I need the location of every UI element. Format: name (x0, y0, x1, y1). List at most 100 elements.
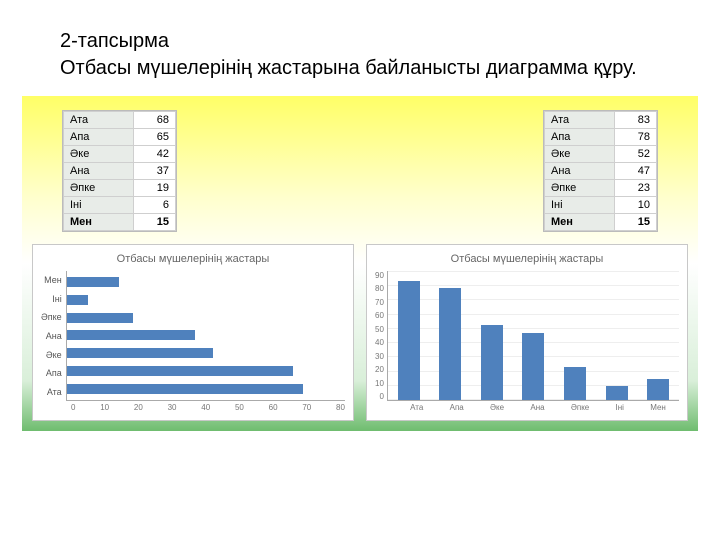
table-cell-value: 42 (134, 146, 176, 163)
hbar-x-tick: 30 (168, 403, 177, 412)
table-row: Әке42 (64, 146, 176, 163)
hbar-x-tick: 50 (235, 403, 244, 412)
heading-line2: Отбасы мүшелерінің жастарына байланысты … (60, 55, 660, 82)
hbar-x-tick: 10 (100, 403, 109, 412)
table-cell-value: 52 (615, 146, 657, 163)
table-cell-label: Іні (64, 197, 134, 214)
table-row: Ата68 (64, 112, 176, 129)
vbar-category-label: Ата (410, 403, 423, 412)
hbar-category-label: Апа (41, 365, 62, 381)
table-row: Ана37 (64, 163, 176, 180)
table-cell-label: Ана (545, 163, 615, 180)
table-row: Әке52 (545, 146, 657, 163)
vbar-category-label: Іні (616, 403, 624, 412)
hbar-x-tick: 20 (134, 403, 143, 412)
table-cell-value: 15 (615, 214, 657, 231)
hbar-category-label: Мен (41, 272, 62, 288)
hbar-category-label: Іні (41, 291, 62, 307)
table-row: Әпке23 (545, 180, 657, 197)
table-cell-value: 68 (134, 112, 176, 129)
table-cell-value: 78 (615, 129, 657, 146)
table-cell-label: Апа (545, 129, 615, 146)
hbar-x-tick: 70 (302, 403, 311, 412)
vbar-bar (439, 288, 461, 400)
vbar-bar (522, 333, 544, 400)
table-cell-value: 83 (615, 112, 657, 129)
hbar-bar (67, 277, 119, 287)
table-cell-label: Әпке (545, 180, 615, 197)
vbar-category-label: Мен (650, 403, 666, 412)
vbar-y-tick: 30 (375, 352, 384, 361)
table-cell-label: Ата (64, 112, 134, 129)
table-row: Әпке19 (64, 180, 176, 197)
vbar-category-label: Әке (490, 403, 504, 412)
table-cell-value: 15 (134, 214, 176, 231)
hbar-category-label: Әпке (41, 309, 62, 325)
vbar-y-tick: 20 (375, 365, 384, 374)
vbar-bar (481, 325, 503, 400)
table-cell-label: Ата (545, 112, 615, 129)
table-row: Мен15 (64, 214, 176, 231)
table-cell-value: 10 (615, 197, 657, 214)
hbar-x-axis: 0 10 20 30 40 50 60 70 80 (41, 401, 345, 412)
hbar-category-label: Әке (41, 347, 62, 363)
hbar-bar (67, 384, 304, 394)
task-heading: 2-тапсырма Отбасы мүшелерінің жастарына … (0, 0, 720, 96)
table-row: Апа78 (545, 129, 657, 146)
table-cell-value: 23 (615, 180, 657, 197)
vbar-bar (606, 386, 628, 400)
table-cell-label: Іні (545, 197, 615, 214)
hbar-x-tick: 60 (269, 403, 278, 412)
vbar-y-axis: 0 10 20 30 40 50 60 70 80 90 (375, 271, 387, 401)
hbar-title: Отбасы мүшелерінің жастары (41, 253, 345, 265)
vbar-y-tick: 70 (375, 298, 384, 307)
vbar-bar (647, 379, 669, 401)
hbar-bar (67, 313, 133, 323)
vbar-y-tick: 60 (375, 311, 384, 320)
vbar-y-tick: 80 (375, 284, 384, 293)
vertical-bar-chart: Отбасы мүшелерінің жастары 0 10 20 30 40 50 60… (366, 244, 688, 421)
age-table-right: Ата83Апа78Әке52Ана47Әпке23Іні10Мен15 (543, 110, 658, 232)
slide-canvas: Ата68Апа65Әке42Ана37Әпке19Іні6Мен15 Ата8… (22, 96, 698, 431)
table-row: Іні10 (545, 197, 657, 214)
table-cell-label: Әпке (64, 180, 134, 197)
hbar-bar (67, 366, 293, 376)
age-table-left: Ата68Апа65Әке42Ана37Әпке19Іні6Мен15 (62, 110, 177, 232)
vbar-y-tick: 90 (375, 271, 384, 280)
table-cell-label: Апа (64, 129, 134, 146)
horizontal-bar-chart: Отбасы мүшелерінің жастары Мен Іні Әпке Ана… (32, 244, 354, 421)
vbar-y-tick: 40 (375, 338, 384, 347)
hbar-x-tick: 80 (336, 403, 345, 412)
vbar-y-tick: 10 (375, 379, 384, 388)
table-cell-value: 6 (134, 197, 176, 214)
hbar-y-labels: Мен Іні Әпке Ана Әке Апа Ата (41, 271, 66, 401)
table-row: Ана47 (545, 163, 657, 180)
vbar-plot-area (387, 271, 679, 401)
vbar-title: Отбасы мүшелерінің жастары (375, 253, 679, 265)
hbar-x-tick: 0 (71, 403, 75, 412)
vbar-category-label: Әпке (571, 403, 589, 412)
vbar-y-tick: 50 (375, 325, 384, 334)
table-cell-label: Әке (64, 146, 134, 163)
table-cell-value: 37 (134, 163, 176, 180)
hbar-bar (67, 295, 88, 305)
table-cell-value: 19 (134, 180, 176, 197)
hbar-x-tick: 40 (201, 403, 210, 412)
vbar-category-label: Ана (530, 403, 544, 412)
table-row: Ата83 (545, 112, 657, 129)
hbar-category-label: Ата (41, 384, 62, 400)
vbar-y-tick: 0 (375, 392, 384, 401)
table-row: Іні6 (64, 197, 176, 214)
heading-line1: 2-тапсырма (60, 28, 660, 55)
hbar-plot-area (66, 271, 345, 401)
vbar-bar (398, 281, 420, 400)
table-row: Мен15 (545, 214, 657, 231)
table-cell-label: Мен (64, 214, 134, 231)
vbar-category-label: Апа (450, 403, 464, 412)
table-cell-label: Мен (545, 214, 615, 231)
hbar-category-label: Ана (41, 328, 62, 344)
hbar-bar (67, 330, 196, 340)
table-cell-label: Әке (545, 146, 615, 163)
vbar-bar (564, 367, 586, 400)
table-cell-label: Ана (64, 163, 134, 180)
